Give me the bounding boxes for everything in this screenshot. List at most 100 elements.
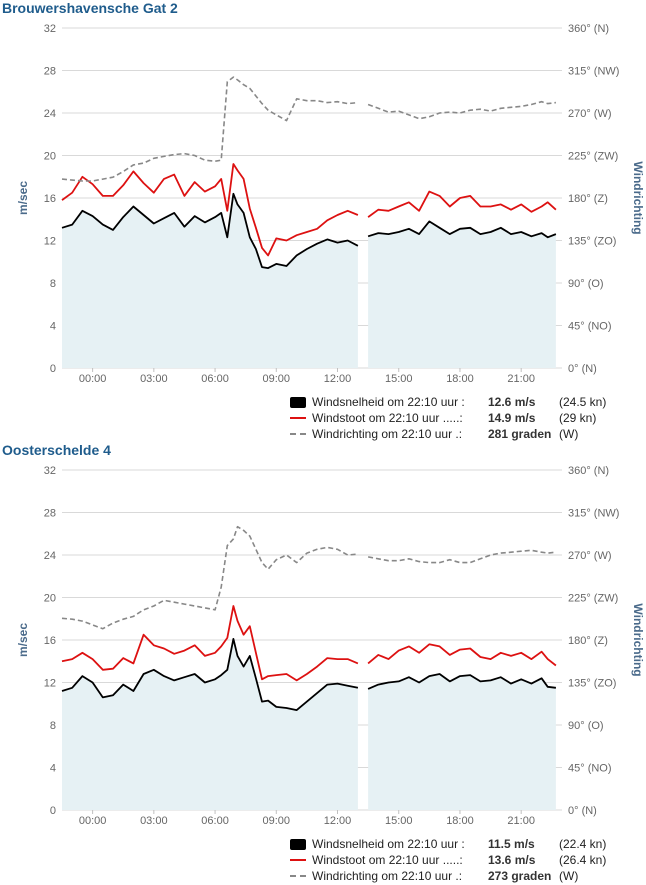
legend-label: Windstoot om 22:10 uur .....:	[312, 853, 463, 867]
windstoot-line	[367, 643, 557, 667]
y-tick-label: 32	[44, 23, 56, 35]
wind-chart-2: 0 0° (N) 4 45° (NO) 8 90° (O) 12 135° (ZO) 16 180…	[16, 465, 645, 827]
y2-tick-label: 135° (ZO)	[568, 236, 616, 248]
x-tick-label: 09:00	[263, 815, 291, 827]
station-panel-2: Oosterschelde 4 0 0° (N) 4 45° (NO) 8 90° (O)…	[0, 442, 646, 884]
legend-value: 281 graden	[488, 427, 552, 441]
x-tick-label: 18:00	[446, 373, 474, 385]
legend-label: Windrichting om 22:10 uur .:	[312, 869, 463, 883]
y-tick-label: 0	[50, 805, 56, 817]
legend-extra: (22.4 kn)	[559, 837, 607, 851]
station-title: Oosterschelde 4	[2, 442, 111, 458]
y-tick-label: 12	[44, 678, 56, 690]
y2-tick-label: 225° (ZW)	[568, 151, 618, 163]
legend-swatch-red-line	[290, 859, 306, 861]
legend-label: Windstoot om 22:10 uur .....:	[312, 411, 463, 425]
x-tick-label: 12:00	[324, 815, 352, 827]
legend-swatch-black-box	[290, 397, 306, 408]
y2-tick-label: 315° (NW)	[568, 508, 619, 520]
x-tick-label: 15:00	[385, 373, 413, 385]
y-tick-label: 28	[44, 508, 56, 520]
speed-area	[62, 193, 358, 368]
x-tick-label: 03:00	[140, 373, 168, 385]
wind-chart-1: 0 0° (N) 4 45° (NO) 8 90° (O) 12 135° (ZO) 16 180…	[16, 23, 645, 385]
y-tick-label: 4	[50, 321, 56, 333]
y2-axis-title: Windrichting	[631, 603, 645, 676]
x-tick-label: 21:00	[507, 373, 535, 385]
y-tick-label: 0	[50, 363, 56, 375]
y-axis-title: m/sec	[16, 181, 30, 215]
x-tick-label: 15:00	[385, 815, 413, 827]
x-tick-label: 06:00	[201, 815, 229, 827]
y-tick-label: 8	[50, 278, 56, 290]
y-tick-label: 20	[44, 593, 56, 605]
y2-tick-label: 0° (N)	[568, 363, 597, 375]
y2-tick-label: 360° (N)	[568, 23, 609, 35]
speed-area	[368, 221, 556, 368]
legend-value: 11.5 m/s	[488, 837, 535, 851]
windrichting-line	[367, 100, 556, 120]
windstoot-line	[61, 163, 359, 257]
x-tick-label: 03:00	[140, 815, 168, 827]
y-tick-label: 16	[44, 193, 56, 205]
y2-tick-label: 270° (W)	[568, 550, 612, 562]
windsnelheid-line	[367, 673, 557, 690]
y2-tick-label: 45° (NO)	[568, 321, 612, 333]
x-tick-label: 21:00	[507, 815, 535, 827]
y2-tick-label: 90° (O)	[568, 278, 604, 290]
legend-swatch-gray-dash	[290, 875, 306, 877]
windstoot-line	[367, 190, 557, 218]
y2-tick-label: 180° (Z)	[568, 635, 608, 647]
legend-extra: (29 kn)	[559, 411, 597, 425]
x-tick-label: 12:00	[324, 373, 352, 385]
x-tick-label: 09:00	[263, 373, 291, 385]
y2-tick-label: 360° (N)	[568, 465, 609, 477]
y-tick-label: 24	[44, 108, 56, 120]
windstoot-line	[61, 605, 359, 682]
legend-value: 12.6 m/s	[488, 395, 536, 409]
x-tick-label: 06:00	[201, 373, 229, 385]
y2-tick-label: 270° (W)	[568, 108, 612, 120]
y2-axis-title: Windrichting	[631, 161, 645, 234]
y2-tick-label: 135° (ZO)	[568, 678, 616, 690]
y-tick-label: 4	[50, 763, 56, 775]
y2-tick-label: 0° (N)	[568, 805, 597, 817]
y2-tick-label: 90° (O)	[568, 720, 604, 732]
y2-tick-label: 180° (Z)	[568, 193, 608, 205]
legend-swatch-black-box	[290, 839, 306, 850]
y2-tick-label: 45° (NO)	[568, 763, 612, 775]
x-tick-label: 00:00	[79, 373, 107, 385]
legend-swatch-red-line	[290, 417, 306, 419]
legend-value: 14.9 m/s	[488, 411, 536, 425]
legend-label: Windsnelheid om 22:10 uur :	[312, 837, 465, 851]
windsnelheid-line	[61, 192, 359, 269]
y2-tick-label: 225° (ZW)	[568, 593, 618, 605]
y2-tick-label: 315° (NW)	[568, 66, 619, 78]
y-tick-label: 32	[44, 465, 56, 477]
y-tick-label: 16	[44, 635, 56, 647]
legend-extra: (W)	[559, 869, 579, 883]
legend-value: 273 graden	[488, 869, 552, 883]
legend-label: Windrichting om 22:10 uur .:	[312, 427, 463, 441]
y-tick-label: 20	[44, 151, 56, 163]
y-tick-label: 8	[50, 720, 56, 732]
y-tick-label: 28	[44, 66, 56, 78]
legend-extra: (26.4 kn)	[559, 853, 607, 867]
speed-area	[62, 638, 358, 810]
legend-extra: (W)	[559, 427, 579, 441]
legend-label: Windsnelheid om 22:10 uur :	[312, 395, 465, 409]
x-tick-label: 18:00	[446, 815, 474, 827]
windrichting-line	[61, 525, 358, 630]
windrichting-line	[61, 76, 358, 182]
windsnelheid-line	[61, 638, 359, 711]
legend-swatch-gray-dash	[290, 433, 306, 435]
y-tick-label: 24	[44, 550, 56, 562]
y-tick-label: 12	[44, 236, 56, 248]
windrichting-line	[367, 549, 556, 564]
legend-extra: (24.5 kn)	[559, 395, 607, 409]
legend-value: 13.6 m/s	[488, 853, 536, 867]
x-tick-label: 00:00	[79, 815, 107, 827]
station-title: Brouwershavensche Gat 2	[2, 0, 178, 16]
speed-area	[368, 674, 556, 810]
station-panel-1: Brouwershavensche Gat 2 0 0° (N) 4 45° (NO)…	[0, 0, 646, 442]
